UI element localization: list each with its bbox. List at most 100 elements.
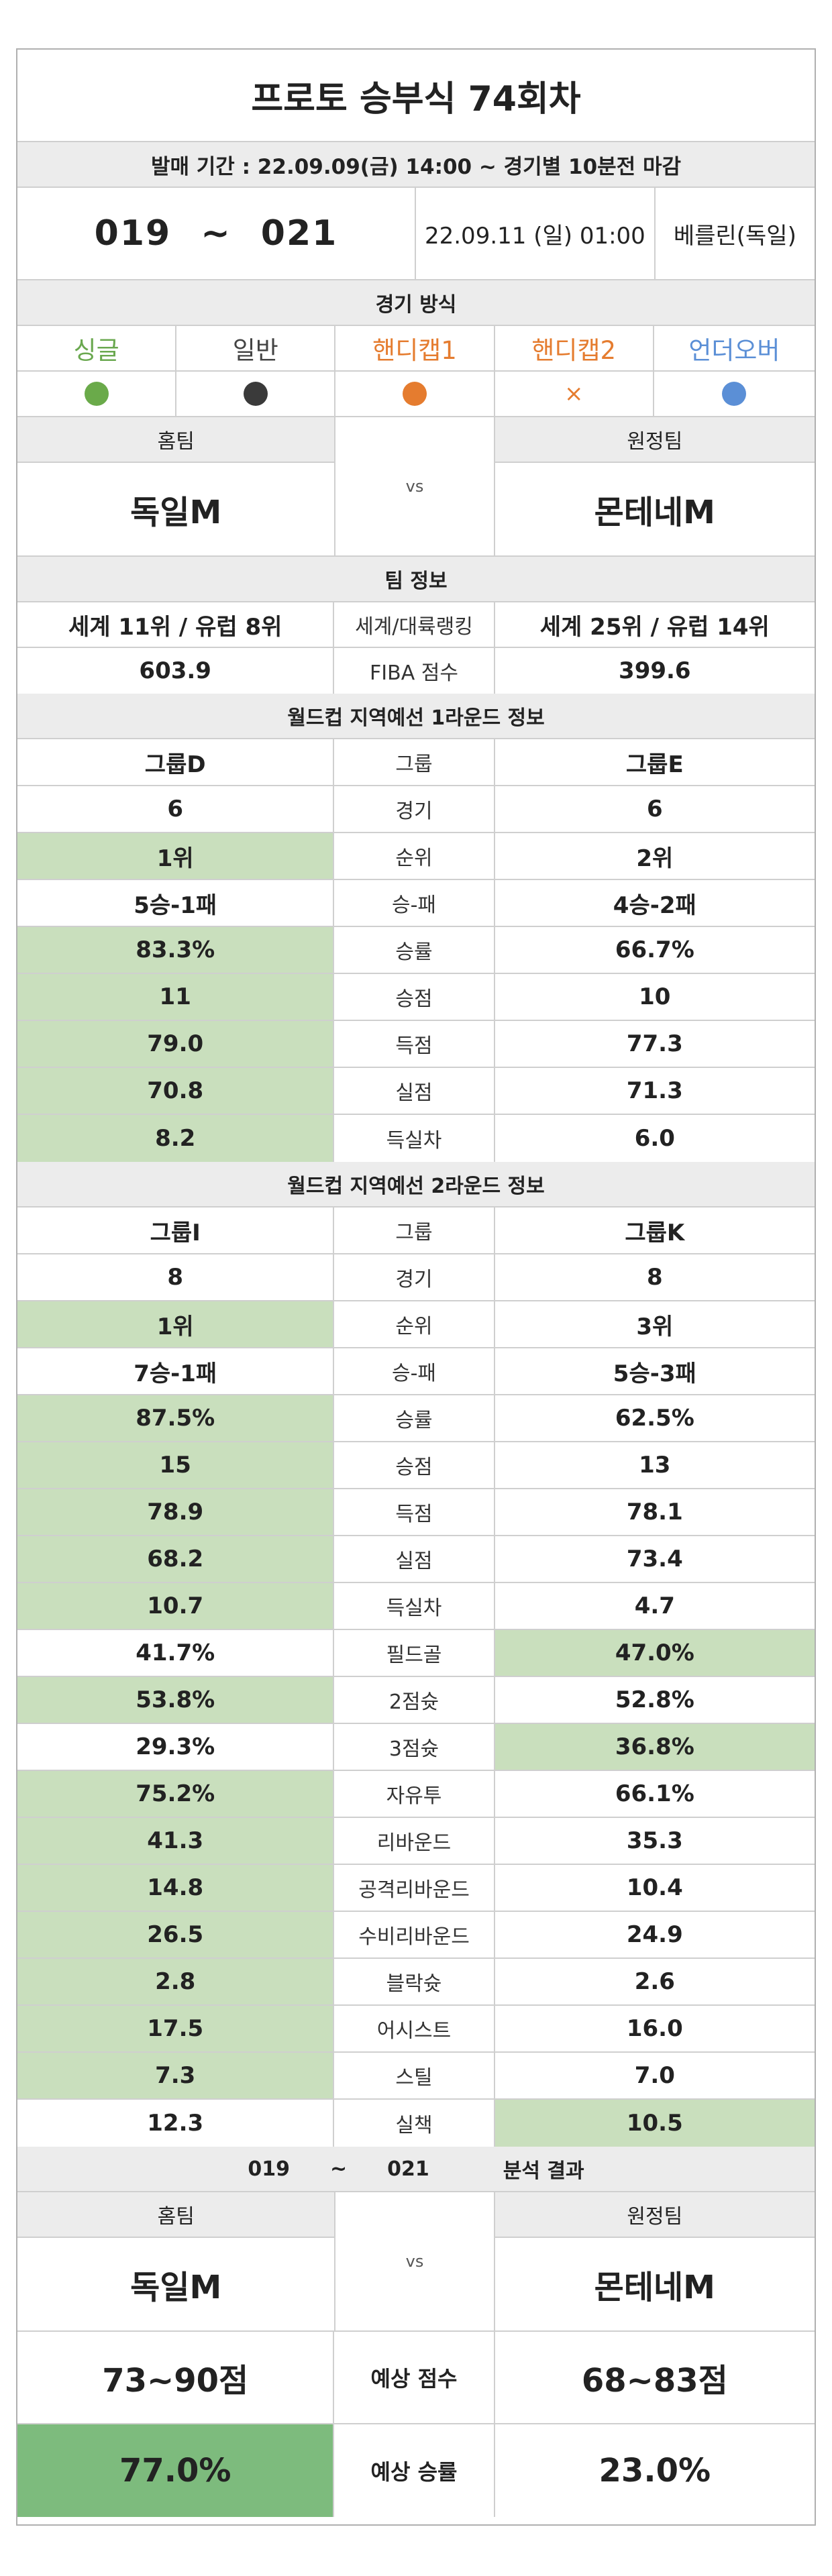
stat-row: 7승-1패 승-패 5승-3패 (17, 1348, 815, 1395)
stat-row: 603.9 FIBA 점수 399.6 (17, 648, 815, 694)
stat-label: 세계/대륙랭킹 (334, 602, 495, 647)
match-datetime: 22.09.11 (일) 01:00 (416, 188, 656, 279)
result-away-side: 원정팀 몬테네M (495, 2192, 815, 2330)
stat-label: 경기 (334, 1254, 495, 1300)
home-value: 41.7% (17, 1630, 335, 1676)
result-away-label: 원정팀 (495, 2192, 815, 2238)
away-value: 그룹K (625, 1219, 685, 1246)
home-value: 그룹I (17, 1208, 335, 1253)
stat-label: 승점 (334, 974, 495, 1020)
away-value: 2위 (636, 845, 674, 872)
result-heading: 분석 결과 (503, 2159, 584, 2183)
stat-label: 실점 (334, 1068, 495, 1114)
home-team-name: 독일M (130, 494, 222, 531)
stat-row: 53.8% 2점슛 52.8% (17, 1677, 815, 1724)
stat-row: 세계 11위 / 유럽 8위 세계/대륙랭킹 세계 25위 / 유럽 14위 (17, 602, 815, 648)
away-value: 10.5 (495, 2100, 815, 2147)
stat-label: 승률 (334, 927, 495, 973)
away-value: 73.4 (626, 1546, 683, 1572)
home-team-side: 홈팀 독일M (17, 417, 335, 555)
stat-row: 75.2% 자유투 66.1% (17, 1771, 815, 1818)
sale-period: 발매 기간 : 22.09.09(금) 14:00 ~ 경기별 10분전 마감 (150, 154, 682, 179)
home-value: 그룹D (17, 739, 335, 785)
home-value: 8.2 (17, 1115, 335, 1162)
round2-title: 월드컵 지역예선 2라운드 정보 (287, 1175, 545, 1198)
away-value: 71.3 (626, 1077, 683, 1104)
home-value: 26.5 (17, 1912, 335, 1957)
away-value: 3위 (636, 1313, 674, 1340)
result-vs-label: vs (334, 2192, 495, 2330)
home-value: 603.9 (17, 648, 335, 694)
stat-label: 2점슛 (334, 1677, 495, 1723)
stat-label: 블락슛 (334, 1959, 495, 2004)
result-home-label: 홈팀 (17, 2192, 335, 2238)
stat-label: 실점 (334, 1536, 495, 1582)
stat-row: 15 승점 13 (17, 1442, 815, 1489)
modes-mark-row: × (17, 372, 815, 417)
stat-row: 10.7 득실차 4.7 (17, 1583, 815, 1630)
stat-row: 17.5 어시스트 16.0 (17, 2006, 815, 2053)
modes-title: 경기 방식 (375, 293, 457, 317)
stat-row: 11 승점 10 (17, 974, 815, 1021)
round1-title: 월드컵 지역예선 1라운드 정보 (287, 706, 545, 730)
result-title: 019 ~021 분석 결과 (17, 2147, 815, 2191)
home-value: 12.3 (17, 2100, 335, 2147)
stat-row: 41.7% 필드골 47.0% (17, 1630, 815, 1677)
stat-row: 14.8 공격리바운드 10.4 (17, 1865, 815, 1912)
away-value: 4승-2패 (613, 892, 696, 919)
home-value: 11 (17, 974, 335, 1020)
stat-row: 5승-1패 승-패 4승-2패 (17, 880, 815, 927)
away-value: 그룹E (625, 751, 684, 778)
stat-label: 순위 (334, 833, 495, 879)
stat-label: 득실차 (334, 1115, 495, 1162)
team-info-table: 세계 11위 / 유럽 8위 세계/대륙랭킹 세계 25위 / 유럽 14위 6… (17, 602, 815, 694)
stat-label: 자유투 (334, 1771, 495, 1817)
round2-title-row: 월드컵 지역예선 2라운드 정보 (17, 1162, 815, 1208)
away-value: 66.1% (615, 1780, 694, 1807)
home-value: 75.2% (17, 1771, 335, 1817)
home-value: 53.8% (17, 1677, 335, 1723)
home-value: 14.8 (17, 1865, 335, 1911)
black-dot-icon (243, 382, 268, 406)
away-value: 66.7% (615, 936, 694, 963)
away-value: 399.6 (619, 657, 691, 684)
away-value: 4.7 (634, 1593, 675, 1619)
mode-single-label: 싱글 (17, 326, 177, 370)
away-value: 7.0 (634, 2062, 675, 2089)
stat-row: 2.8 블락슛 2.6 (17, 1959, 815, 2006)
stat-row: 그룹I 그룹 그룹K (17, 1208, 815, 1254)
match-code: 019 ~021 (17, 188, 416, 279)
away-value: 47.0% (495, 1630, 815, 1676)
home-value: 7.3 (17, 2053, 335, 2098)
home-value: 17.5 (17, 2006, 335, 2051)
away-value: 52.8% (615, 1686, 694, 1713)
home-value: 29.3% (17, 1724, 335, 1770)
home-value: 79.0 (17, 1021, 335, 1067)
predicted-score-row: 73~90점 예상 점수 68~83점 (17, 2332, 815, 2424)
home-predicted-score: 73~90점 (17, 2332, 335, 2423)
green-dot-icon (84, 382, 109, 406)
modes-label-row: 싱글 일반 핸디캡1 핸디캡2 언더오버 (17, 326, 815, 372)
mode-handicap1-mark (335, 372, 495, 416)
away-value: 35.3 (626, 1827, 683, 1854)
away-team-label: 원정팀 (495, 417, 815, 463)
home-value: 2.8 (17, 1959, 335, 2004)
mode-single-mark (17, 372, 177, 416)
away-value: 6.0 (634, 1125, 675, 1152)
stat-label: 수비리바운드 (334, 1912, 495, 1957)
away-value: 세계 25위 / 유럽 14위 (539, 613, 770, 641)
home-value: 70.8 (17, 1068, 335, 1114)
stat-row: 29.3% 3점슛 36.8% (17, 1724, 815, 1771)
away-value: 6 (646, 796, 663, 822)
mode-normal-mark (176, 372, 336, 416)
mode-handicap2-mark: × (495, 372, 654, 416)
away-predicted-winrate: 23.0% (599, 2452, 711, 2489)
stat-label: 득점 (334, 1021, 495, 1067)
match-row: 019 ~021 22.09.11 (일) 01:00 베를린(독일) (17, 188, 815, 280)
stat-row: 6 경기 6 (17, 786, 815, 833)
mode-handicap1-label: 핸디캡1 (335, 326, 495, 370)
predicted-winrate-row: 77.0% 예상 승률 23.0% (17, 2424, 815, 2517)
away-value: 62.5% (615, 1405, 694, 1432)
stat-row: 그룹D 그룹 그룹E (17, 739, 815, 786)
stat-label: 경기 (334, 786, 495, 832)
